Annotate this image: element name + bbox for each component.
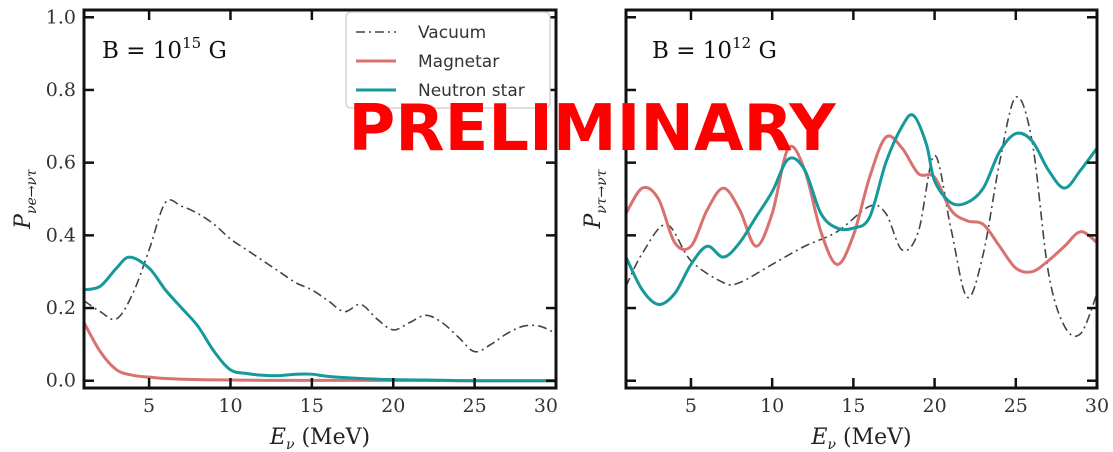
x-tick-label: 20 <box>922 395 946 417</box>
x-tick-label: 25 <box>1004 395 1028 417</box>
axes-frame <box>82 8 558 390</box>
series-group <box>84 199 556 383</box>
y-tick-label: 0.8 <box>46 79 76 101</box>
panel-left: 5 10 15 20 25 30 0.0 0.2 0.4 0.6 0.8 1.0 Eν (MeV) Pνe… <box>11 6 558 452</box>
series-line-vacuum <box>626 96 1097 338</box>
panel-right: 5 10 15 20 25 30 Eν (MeV) Pντ→ντ B = 1012 G <box>581 8 1109 452</box>
y-tick-label: 0.2 <box>46 297 76 319</box>
field-strength-annotation: B = 1012 G <box>652 34 777 64</box>
x-tick-label: 15 <box>841 395 865 417</box>
legend: Vacuum Magnetar Neutron star <box>345 11 551 109</box>
legend-label: Magnetar <box>418 52 499 72</box>
x-tick-label: 30 <box>1085 395 1109 417</box>
axes-frame <box>624 8 1099 390</box>
y-axis-label: Pνe→ντ <box>11 169 40 230</box>
series-line-magnetar <box>626 134 1097 274</box>
series-line-magnetar <box>84 321 556 383</box>
legend-label: Neutron star <box>418 81 525 101</box>
y-tick-label: 1.0 <box>46 6 76 28</box>
field-strength-annotation: B = 1015 G <box>102 34 227 64</box>
series-line-neutron-star <box>626 113 1097 306</box>
x-axis-label: Eν (MeV) <box>269 425 370 452</box>
x-tick-label: 30 <box>534 395 558 417</box>
legend-label: Vacuum <box>418 23 486 43</box>
series-line-vacuum <box>84 199 556 353</box>
y-tick-label: 0.0 <box>46 370 76 392</box>
x-tick-label: 10 <box>760 395 784 417</box>
x-tick-label: 20 <box>381 395 405 417</box>
y-tick-label: 0.6 <box>46 152 76 174</box>
x-tick-label: 10 <box>218 395 242 417</box>
x-tick-label: 5 <box>685 395 697 417</box>
x-tick-label: 25 <box>463 395 487 417</box>
x-tick-label: 5 <box>143 395 155 417</box>
series-line-neutron-star <box>84 255 556 383</box>
y-tick-label: 0.4 <box>46 224 76 246</box>
legend-box <box>345 11 551 109</box>
x-tick-label: 15 <box>300 395 324 417</box>
y-axis-label: Pντ→ντ <box>581 169 610 229</box>
watermark-text: PRELIMINARY <box>348 92 836 166</box>
series-group <box>626 96 1097 338</box>
x-axis-label: Eν (MeV) <box>810 425 911 452</box>
